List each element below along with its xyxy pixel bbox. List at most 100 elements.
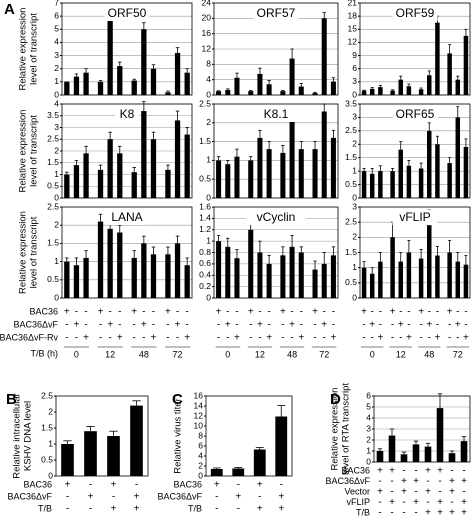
bar — [298, 149, 304, 198]
y-tick-label: 1.5 — [47, 238, 59, 248]
condition-sign: - — [402, 508, 405, 519]
y-tick-label: 0.5 — [345, 179, 357, 189]
panel-label: D — [330, 391, 341, 408]
bar — [427, 75, 432, 95]
condition-sign: - — [390, 487, 393, 498]
bar — [378, 171, 383, 198]
bar — [330, 255, 336, 298]
condition-sign: + — [266, 333, 272, 344]
condition-sign: - — [362, 333, 365, 344]
bar — [141, 29, 147, 96]
condition-sign: - — [414, 466, 417, 477]
plot-frame — [359, 103, 471, 199]
plot-frame — [373, 395, 471, 463]
y-tick-label: 1 — [352, 262, 357, 272]
condition-sign: + — [361, 307, 367, 318]
bar — [117, 66, 123, 95]
condition-sign: - — [323, 307, 326, 318]
y-tick-label: 0.5 — [47, 181, 59, 191]
condition-sign: + — [88, 492, 94, 503]
condition-label: T/B — [356, 507, 370, 517]
bar — [234, 77, 240, 95]
condition-sign: - — [378, 508, 381, 519]
condition-sign: - — [186, 320, 189, 331]
condition-sign: - — [379, 307, 382, 318]
condition-label: BAC36ΔvF-Rv — [0, 332, 58, 342]
y-tick-label: 16 — [202, 28, 212, 38]
bar — [280, 152, 286, 198]
condition-sign: - — [112, 492, 115, 503]
y-tick-label: 0.5 — [41, 454, 53, 464]
bar — [130, 405, 143, 476]
condition-sign: + — [234, 333, 240, 344]
y-tick-label: 9 — [352, 50, 357, 60]
condition-sign: + — [134, 504, 140, 515]
condition-sign: + — [278, 504, 284, 515]
condition-sign: - — [166, 320, 169, 331]
condition-sign: + — [117, 333, 123, 344]
condition-sign: - — [217, 320, 220, 331]
panel-label: B — [6, 391, 17, 408]
y-tick-label: 3.5 — [47, 110, 59, 120]
bar — [463, 146, 469, 198]
bar — [266, 263, 272, 298]
bar — [131, 172, 137, 198]
y-tick-label: 10 — [194, 420, 204, 430]
chart-title: K8.1 — [264, 107, 289, 121]
condition-sign: + — [425, 466, 431, 477]
bar — [298, 86, 304, 95]
bar — [184, 265, 190, 298]
y-tick-label: 20 — [202, 13, 212, 23]
condition-sign: - — [462, 466, 465, 477]
condition-sign: - — [152, 307, 155, 318]
plot-frame — [61, 103, 193, 199]
condition-sign: - — [464, 307, 467, 318]
title-background — [253, 6, 299, 21]
title-background — [392, 210, 438, 225]
y-tick-label: 5 — [54, 24, 59, 34]
bar — [289, 119, 295, 198]
condition-sign: - — [108, 333, 111, 344]
bar — [312, 93, 318, 95]
bar — [174, 120, 181, 198]
bar — [412, 444, 420, 462]
condition-sign: + — [418, 307, 424, 318]
y-tick-label: 0 — [352, 292, 357, 302]
condition-sign: - — [414, 508, 417, 519]
y-tick-label: 2 — [54, 63, 59, 73]
condition-sign: - — [249, 320, 252, 331]
y-tick-label: 7 — [54, 0, 59, 7]
condition-sign: - — [217, 333, 220, 344]
bar — [216, 160, 222, 198]
condition-sign: - — [450, 497, 453, 508]
condition-sign: + — [165, 307, 171, 318]
bar — [83, 153, 89, 198]
plot-frame — [213, 206, 339, 299]
plot-frame — [213, 2, 339, 96]
condition-sign: - — [108, 307, 111, 318]
time-label: 12 — [255, 349, 265, 359]
bar — [234, 156, 240, 198]
condition-sign: + — [74, 320, 80, 331]
bar — [257, 73, 263, 95]
plot-frame — [359, 2, 471, 96]
y-tick-label: 3 — [352, 76, 357, 86]
bar — [418, 89, 424, 95]
bar — [298, 252, 304, 298]
y-tick-label: 2 — [198, 460, 203, 470]
y-tick-label: 1.5 — [47, 157, 59, 167]
condition-label: vFLIP — [346, 497, 370, 507]
bar — [280, 255, 286, 298]
bar — [248, 229, 254, 298]
bar — [312, 269, 318, 298]
y-tick-label: 2 — [366, 434, 371, 444]
bar — [165, 169, 171, 198]
condition-sign: - — [142, 333, 145, 344]
time-label: 12 — [396, 349, 406, 359]
y-tick-label: 0.8 — [199, 247, 211, 257]
bar — [150, 68, 157, 95]
condition-label: BAC36 — [23, 479, 52, 489]
bar — [398, 261, 403, 298]
condition-sign: - — [290, 333, 293, 344]
